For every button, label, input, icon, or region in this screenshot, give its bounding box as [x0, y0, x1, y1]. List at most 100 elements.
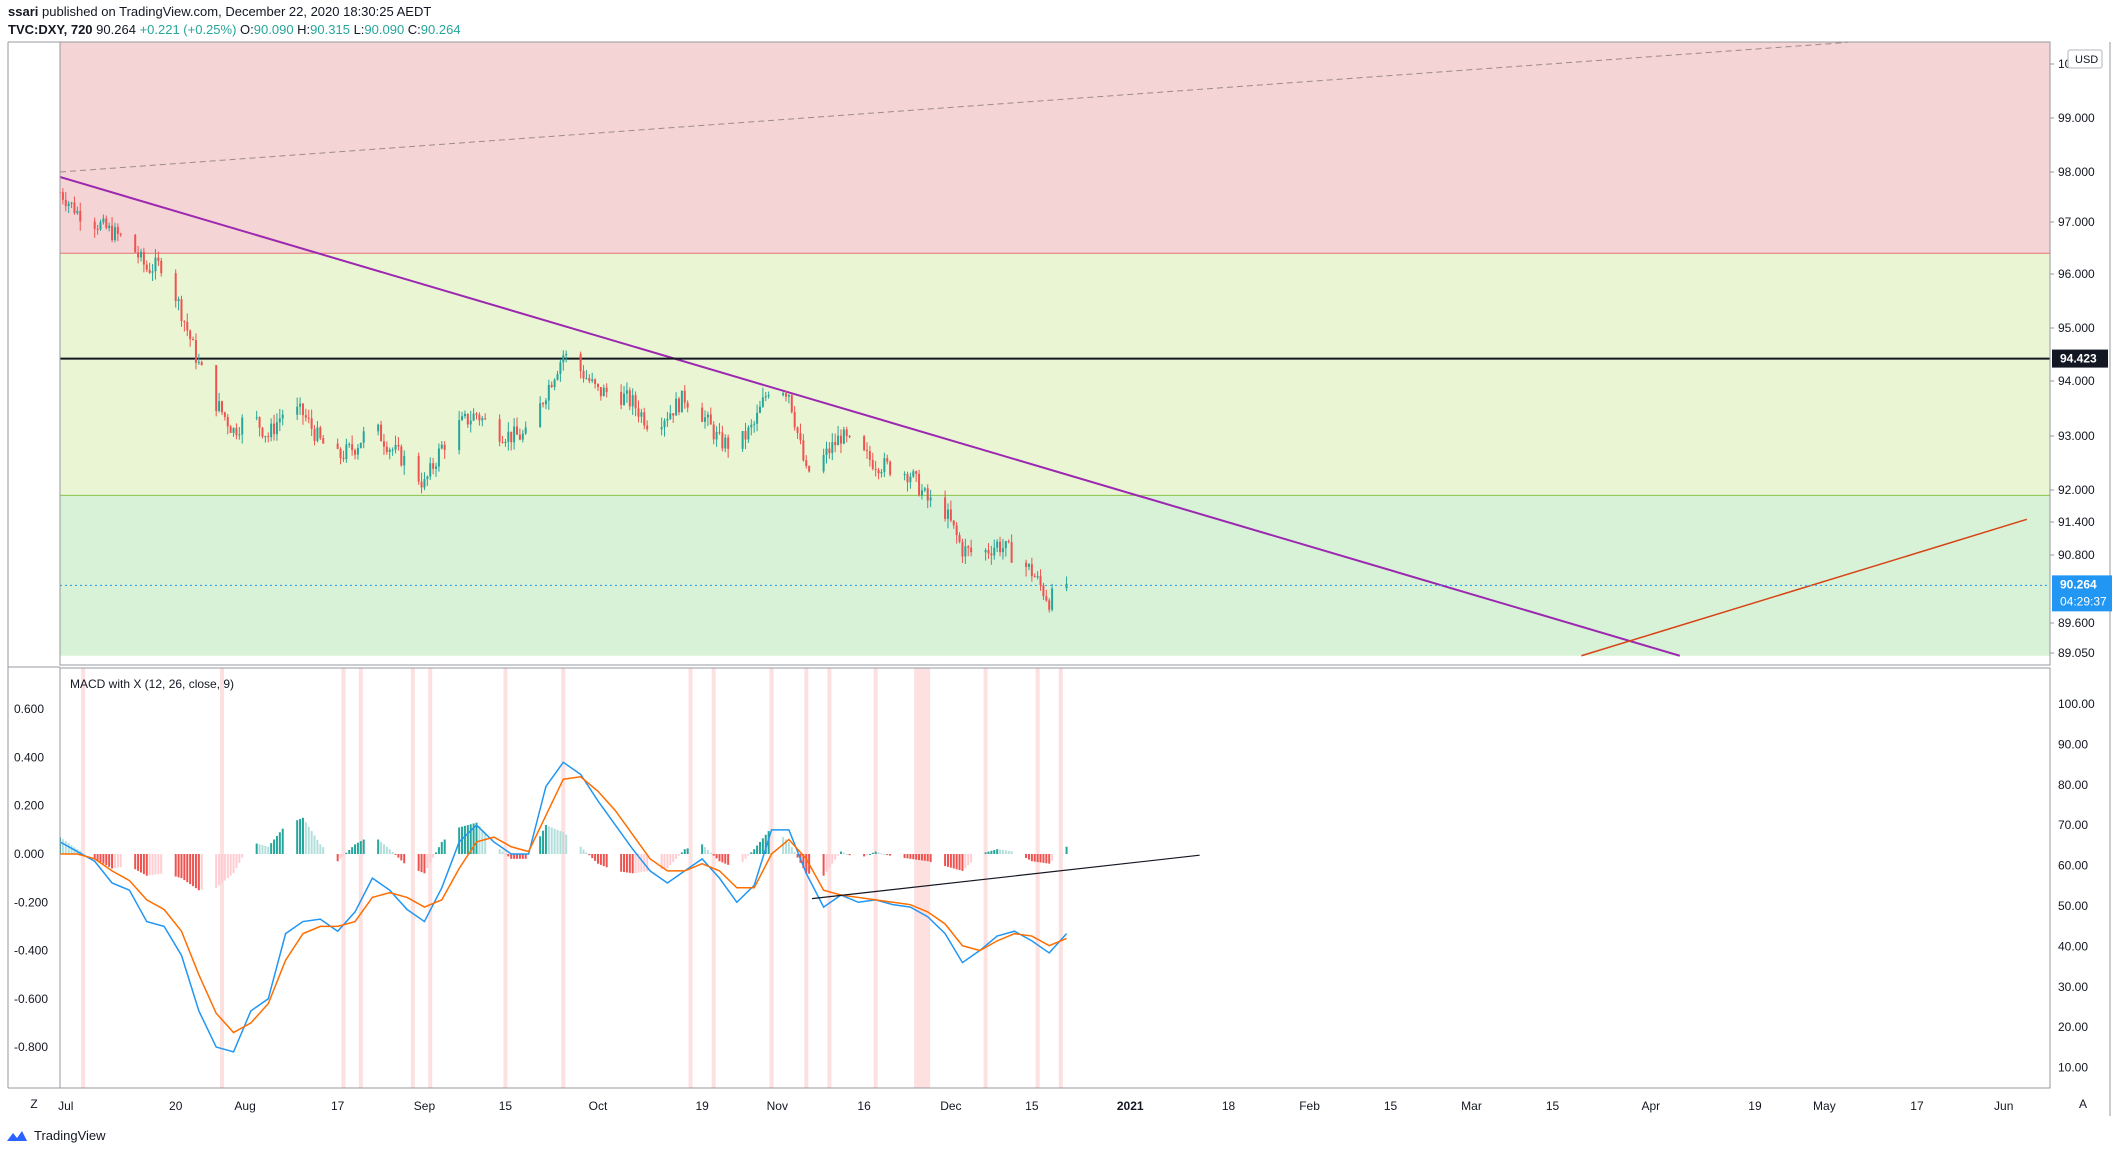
candle-body [865, 450, 868, 452]
auto-scale-button[interactable]: A [2079, 1097, 2087, 1111]
time-axis: Jul 20 Aug 17 Sep 15 Oct 19 Nov 16 Dec 15 2021 18 Feb 1… [30, 1097, 2087, 1113]
histogram-bar [553, 828, 556, 854]
symbol-label[interactable]: TVC:DXY, 720 [8, 22, 93, 37]
candle-body [799, 433, 802, 441]
histogram-bar [513, 854, 516, 859]
histogram-bar [646, 854, 649, 872]
tradingview-logo-icon [7, 1130, 27, 1141]
histogram-bar [993, 849, 996, 854]
histogram-bar [301, 817, 304, 854]
candle-body [475, 413, 478, 415]
candle-body [394, 444, 397, 450]
histogram-bar [596, 854, 599, 864]
highlight-band [561, 668, 566, 1088]
histogram-bar [105, 854, 108, 866]
time-tick-label: 2021 [1117, 1099, 1144, 1113]
candle-body [154, 257, 157, 272]
histogram-bar [1025, 854, 1028, 859]
candle-body [513, 426, 516, 443]
macd-right-tick-label: 80.00 [2058, 778, 2088, 792]
candle-body [553, 379, 556, 388]
candle-body [547, 384, 550, 401]
histogram-bar [831, 854, 834, 864]
histogram-bar [299, 819, 302, 854]
histogram-bar [197, 854, 200, 891]
histogram-bar [599, 854, 602, 865]
histogram-bar [458, 827, 461, 854]
highlight-band [711, 668, 716, 1088]
candle-body [255, 417, 258, 419]
histogram-bar [753, 849, 756, 854]
histogram-bar [281, 828, 284, 854]
time-tick-label: 15 [499, 1099, 513, 1113]
histogram-bar [356, 842, 359, 854]
candle-body [946, 509, 949, 519]
histogram-bar [886, 854, 889, 855]
candle-body [200, 362, 203, 366]
histogram-bar [663, 854, 666, 869]
histogram-bar [484, 833, 487, 854]
time-tick-label: Oct [589, 1099, 608, 1113]
highlight-band [769, 668, 774, 1088]
time-tick-label: Nov [767, 1099, 788, 1113]
candle-body [756, 412, 759, 424]
low-value: 90.090 [364, 22, 405, 37]
histogram-bar [264, 845, 267, 854]
candle-body [1036, 576, 1039, 578]
histogram-bar [304, 822, 307, 854]
candle-body [137, 252, 140, 258]
histogram-bar [952, 854, 955, 869]
candle-body [591, 379, 594, 382]
macd-axes: 0.600 0.400 0.200 0.000 -0.200 -0.400 -0.600 -0… [14, 677, 2095, 1075]
candle-body [883, 458, 886, 472]
candle-body [76, 210, 79, 214]
candle-body [828, 448, 831, 454]
candle-body [391, 449, 394, 451]
candle-body [848, 435, 851, 437]
candle-body [744, 431, 747, 440]
candle-body [443, 444, 446, 450]
author-name[interactable]: ssari [8, 4, 39, 19]
tradingview-logo[interactable]: TradingView [6, 1128, 106, 1143]
candle-body [920, 490, 923, 496]
histogram-bar [741, 854, 744, 863]
histogram-bar [686, 848, 689, 854]
histogram-bar [669, 854, 672, 866]
timezone-button[interactable]: Z [30, 1097, 37, 1111]
histogram-bar [1010, 851, 1013, 854]
candle-body [727, 437, 730, 449]
time-tick-label: 16 [857, 1099, 871, 1113]
candle-body [238, 434, 241, 436]
histogram-bar [189, 854, 192, 885]
candle-body [397, 444, 400, 447]
histogram-bar [724, 854, 727, 864]
candle-body [440, 444, 443, 449]
histogram-bar [142, 854, 145, 875]
candle-body [359, 442, 362, 448]
trendline-purple [60, 176, 1681, 657]
candle-body [336, 443, 339, 449]
histogram-bar [793, 852, 796, 854]
highlight-band [1035, 668, 1040, 1088]
histogram-bar [782, 837, 785, 854]
price-tick-label: 96.000 [2058, 267, 2095, 281]
histogram-bar [339, 854, 342, 859]
candle-body [380, 424, 383, 442]
candle-body [504, 441, 507, 443]
candle-body [270, 423, 273, 438]
histogram-bar [805, 854, 808, 874]
candle-body [362, 431, 365, 443]
histogram-bar [828, 854, 831, 868]
candle-body [926, 488, 929, 501]
candle-body [220, 401, 223, 413]
histogram-bar [108, 854, 111, 867]
histogram-bar [186, 854, 189, 883]
histogram-bar [64, 841, 67, 854]
histogram-bar [802, 854, 805, 869]
histogram-bar [472, 823, 475, 854]
candle-body [585, 378, 588, 380]
candle-body [1027, 564, 1030, 567]
candle-body [666, 419, 669, 421]
candle-body [967, 546, 970, 548]
